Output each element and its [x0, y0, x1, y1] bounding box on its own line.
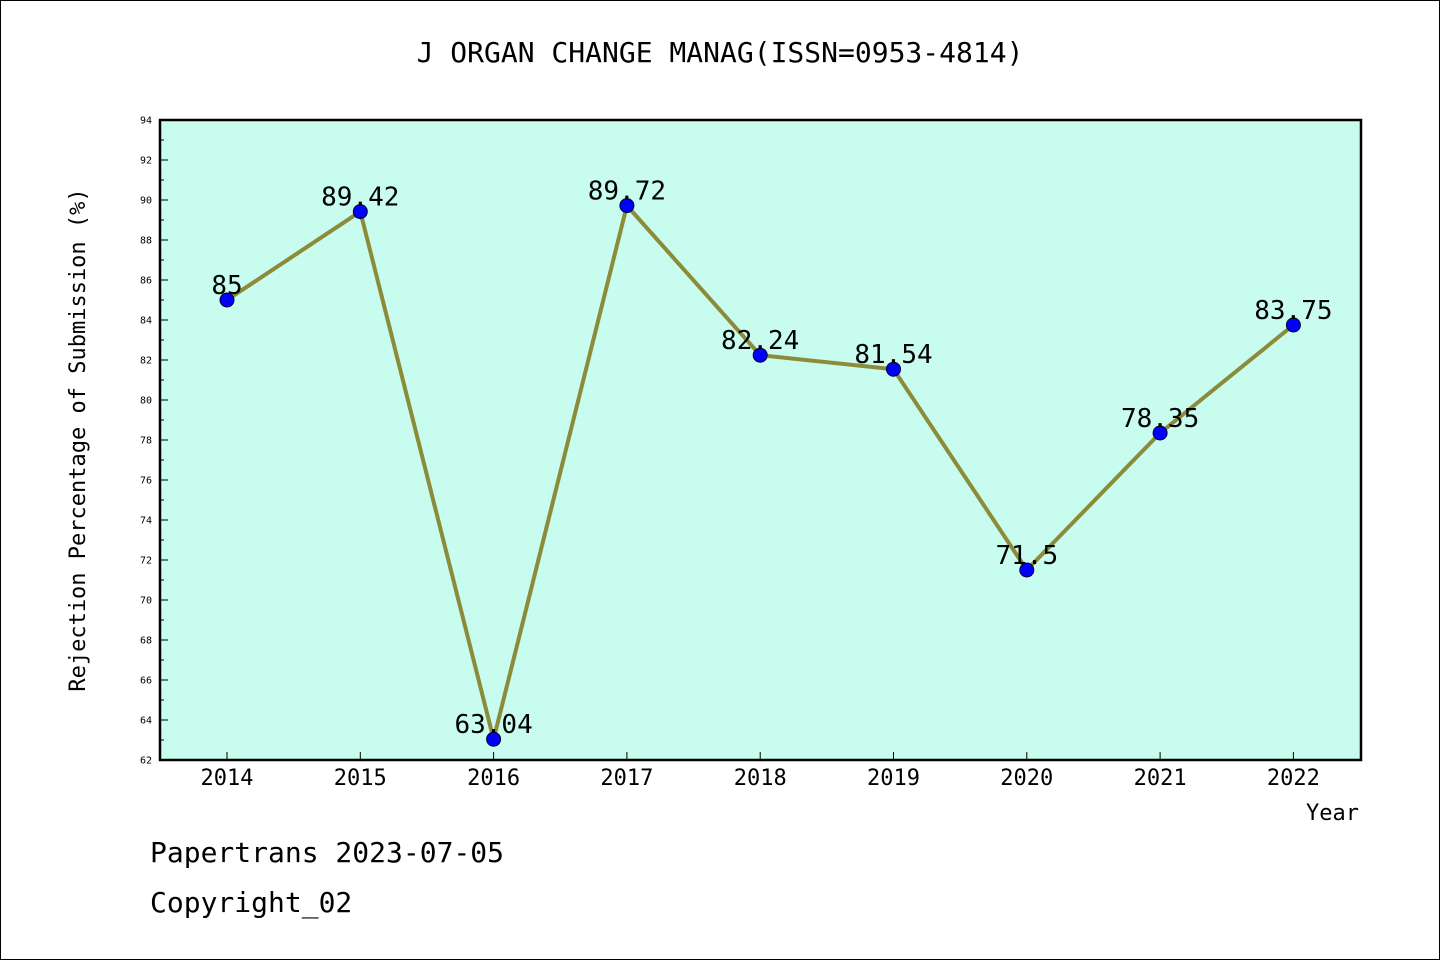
- data-label-2020: 71.5: [995, 541, 1058, 571]
- data-point-2017: [619, 198, 635, 214]
- data-label-2022: 83.75: [1254, 296, 1332, 326]
- y-tick-label: 90: [140, 196, 152, 207]
- data-point-2019: [886, 361, 901, 377]
- x-axis-label: Year: [1306, 801, 1359, 826]
- y-tick-label: 84: [140, 316, 152, 327]
- x-tick-label-2022: 2022: [1267, 766, 1320, 791]
- y-tick-label: 74: [140, 516, 152, 527]
- x-tick-label-2016: 2016: [467, 766, 520, 791]
- data-point-2022: [1285, 317, 1301, 333]
- y-tick-label: 92: [140, 156, 152, 167]
- data-point-2016: [486, 731, 502, 747]
- data-point-2015: [352, 204, 368, 220]
- x-tick-label-2021: 2021: [1134, 766, 1187, 791]
- y-tick-label: 66: [140, 676, 152, 687]
- data-point-2020: [1019, 562, 1035, 578]
- x-tick-label-2019: 2019: [867, 766, 920, 791]
- x-axis: 2014 2015 2016 2017 2018 2019 2020 2021 2022: [201, 752, 1320, 791]
- x-tick-label-2015: 2015: [334, 766, 387, 791]
- x-tick-label-2020: 2020: [1000, 766, 1053, 791]
- y-tick-label: 88: [140, 236, 152, 247]
- data-label-2016: 63.04: [454, 710, 532, 740]
- data-label-2015: 89.42: [321, 183, 399, 213]
- y-tick-label: 94: [140, 116, 152, 127]
- y-tick-label: 82: [140, 356, 152, 367]
- y-tick-label: 86: [140, 276, 152, 287]
- y-axis: 62 64 66 68 70 72 74 76 78 80 82 84 86 88 90 92 94: [140, 116, 168, 767]
- data-point-2014: [219, 292, 235, 308]
- x-tick-label-2014: 2014: [201, 766, 254, 791]
- data-label-2014: 85: [211, 271, 242, 301]
- data-labels: 85 89.42 63.04 89.72 82.24 81.54 71.5 78.35 83.7…: [211, 177, 1332, 741]
- x-tick-label-2018: 2018: [734, 766, 787, 791]
- y-tick-label: 76: [140, 476, 152, 487]
- y-axis-label: Rejection Percentage of Submission (%): [66, 188, 91, 691]
- plot-area: [158, 118, 1363, 762]
- y-tick-label: 70: [140, 596, 152, 607]
- data-label-2019: 81.54: [854, 340, 932, 370]
- data-label-2018: 82.24: [721, 326, 799, 356]
- y-tick-label: 68: [140, 636, 152, 647]
- footer-copyright: Copyright_02: [150, 886, 353, 919]
- y-tick-label: 64: [140, 716, 152, 727]
- y-tick-label: 62: [140, 756, 152, 767]
- data-point-2018: [752, 347, 768, 363]
- footer-date: Papertrans 2023-07-05: [150, 836, 505, 869]
- data-label-2021: 78.35: [1121, 404, 1199, 434]
- series-rejection: [219, 198, 1301, 747]
- y-tick-label: 80: [140, 396, 152, 407]
- y-tick-label: 72: [140, 556, 152, 567]
- data-label-2017: 89.72: [588, 177, 666, 207]
- y-tick-label: 78: [140, 436, 152, 447]
- data-point-2021: [1152, 425, 1168, 441]
- chart-title: J ORGAN CHANGE MANAG(ISSN=0953-4814): [416, 36, 1024, 69]
- x-tick-label-2017: 2017: [600, 766, 653, 791]
